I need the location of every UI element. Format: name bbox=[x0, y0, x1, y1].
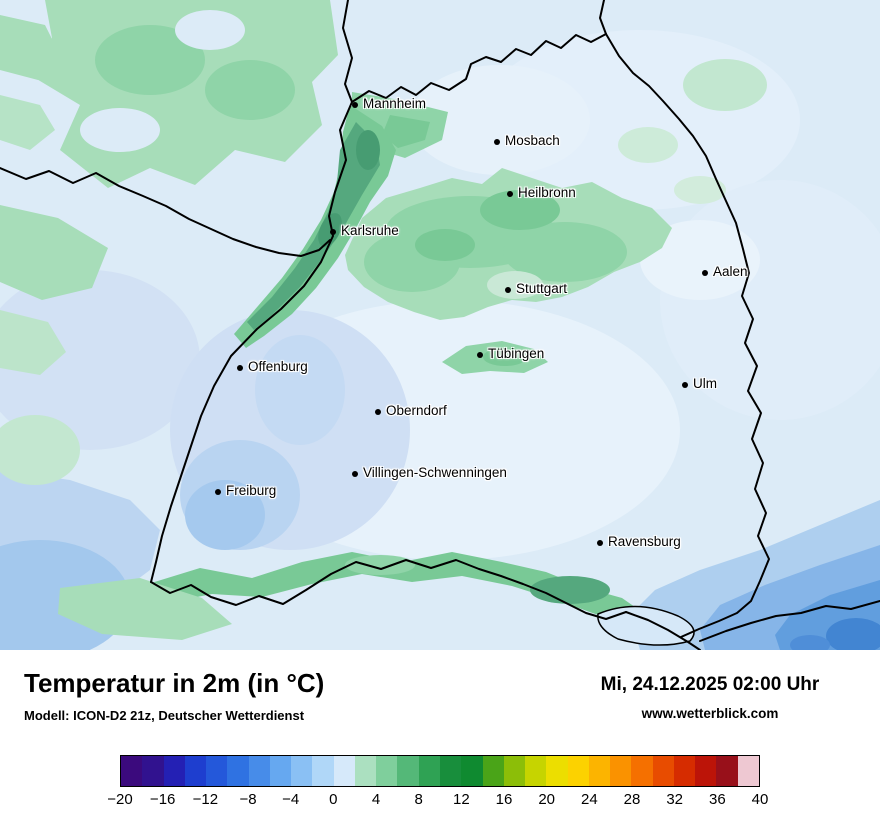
city-layer: Mannheim Mosbach Heilbronn Karlsruhe Aalen St… bbox=[215, 96, 748, 549]
colorbar-cell bbox=[631, 756, 653, 786]
map-area: Mannheim Mosbach Heilbronn Karlsruhe Aalen St… bbox=[0, 0, 880, 650]
colorbar-cell bbox=[461, 756, 483, 786]
state-borders bbox=[0, 0, 880, 650]
colorbar-cell bbox=[546, 756, 568, 786]
colorbar-tick-label: 40 bbox=[751, 791, 769, 808]
colorbar-cell bbox=[652, 756, 674, 786]
colorbar-cell bbox=[482, 756, 504, 786]
colorbar-tick-label: 16 bbox=[495, 791, 513, 808]
colorbar-cell bbox=[142, 756, 164, 786]
colorbar-cell bbox=[312, 756, 334, 786]
colorbar-cell bbox=[354, 756, 377, 786]
map-svg bbox=[0, 0, 880, 650]
city-label: Mannheim bbox=[363, 96, 427, 111]
forecast-datetime: Mi, 24.12.2025 02:00 Uhr bbox=[600, 674, 820, 695]
city-label: Karlsruhe bbox=[341, 223, 399, 238]
colorbar-cell bbox=[503, 756, 526, 786]
city-label: Oberndorf bbox=[386, 403, 447, 418]
map-title: Temperatur in 2m (in °C) bbox=[24, 668, 325, 698]
city-label: Freiburg bbox=[226, 483, 277, 498]
colorbar bbox=[120, 755, 760, 787]
colorbar-cell bbox=[163, 756, 185, 786]
city-dot bbox=[237, 365, 243, 371]
city-label: Ulm bbox=[693, 376, 717, 391]
city-dot bbox=[597, 540, 603, 546]
city-label: Villingen-Schwenningen bbox=[363, 465, 507, 480]
colorbar-cell bbox=[716, 756, 738, 786]
city-dot bbox=[352, 471, 358, 477]
colorbar-tick-label: 20 bbox=[538, 791, 555, 808]
city-dot bbox=[494, 139, 500, 145]
city-dot bbox=[507, 191, 513, 197]
city-label: Tübingen bbox=[488, 346, 545, 361]
colorbar-tick-label: −4 bbox=[282, 791, 300, 808]
colorbar-cell bbox=[333, 756, 355, 786]
colorbar-tick-label: −20 bbox=[107, 791, 133, 808]
city-label: Heilbronn bbox=[518, 185, 576, 200]
colorbar-tick-label: 32 bbox=[666, 791, 683, 808]
mild-green-regions bbox=[0, 0, 767, 640]
city-label: Stuttgart bbox=[516, 281, 568, 296]
temperature-scale: −20 −16 −12 −8 −4 0 4 8 12 16 20 24 28 32 36 40 bbox=[107, 755, 768, 811]
colorbar-tick-label: 12 bbox=[452, 791, 470, 808]
colorbar-cell bbox=[184, 756, 207, 786]
colorbar-tick-label: −12 bbox=[192, 791, 219, 808]
city-label: Offenburg bbox=[248, 359, 308, 374]
city-label: Ravensburg bbox=[608, 534, 681, 549]
colorbar-tick-label: 24 bbox=[580, 791, 598, 808]
colorbar-tick-label: 4 bbox=[371, 791, 381, 808]
city-dot bbox=[477, 352, 483, 358]
caption-area: Temperatur in 2m (in °C) Modell: ICON-D2… bbox=[0, 650, 880, 830]
colorbar-ticks: −20 −16 −12 −8 −4 0 4 8 12 16 20 24 28 32 36 40 bbox=[107, 791, 768, 811]
colorbar-cell bbox=[418, 756, 440, 786]
city-dot bbox=[682, 382, 688, 388]
lake-constance bbox=[597, 605, 695, 646]
colorbar-tick-label: 8 bbox=[414, 791, 423, 808]
colorbar-cell bbox=[737, 756, 759, 786]
colorbar-tick-label: 0 bbox=[329, 791, 338, 808]
city-dot bbox=[702, 270, 708, 276]
colorbar-cell bbox=[121, 756, 143, 786]
colorbar-cell bbox=[269, 756, 292, 786]
city-dot bbox=[375, 409, 381, 415]
colorbar-cell bbox=[588, 756, 611, 786]
colorbar-cell bbox=[695, 756, 717, 786]
colorbar-cell bbox=[525, 756, 547, 786]
colorbar-cell bbox=[567, 756, 589, 786]
colorbar-cell bbox=[673, 756, 696, 786]
city-dot bbox=[215, 489, 221, 495]
colorbar-cell bbox=[397, 756, 419, 786]
city-label: Aalen bbox=[713, 264, 748, 279]
colorbar-tick-label: 36 bbox=[708, 791, 726, 808]
colorbar-cell bbox=[206, 756, 228, 786]
model-info: Modell: ICON-D2 21z, Deutscher Wetterdie… bbox=[24, 708, 305, 723]
colorbar-cell bbox=[439, 756, 462, 786]
city-label: Mosbach bbox=[505, 133, 560, 148]
colorbar-cell bbox=[376, 756, 398, 786]
colorbar-tick-label: −16 bbox=[149, 791, 176, 808]
colorbar-cell bbox=[291, 756, 313, 786]
colorbar-cell bbox=[610, 756, 632, 786]
colorbar-cell bbox=[227, 756, 249, 786]
colorbar-tick-label: −8 bbox=[239, 791, 257, 808]
colorbar-cell bbox=[248, 756, 270, 786]
city-dot bbox=[330, 229, 336, 235]
colorbar-tick-label: 28 bbox=[623, 791, 641, 808]
website-text: www.wetterblick.com bbox=[641, 706, 779, 721]
city-dot bbox=[352, 102, 358, 108]
datetime-block: Mi, 24.12.2025 02:00 Uhr www.wetterblick… bbox=[560, 674, 860, 721]
city-dot bbox=[505, 287, 511, 293]
